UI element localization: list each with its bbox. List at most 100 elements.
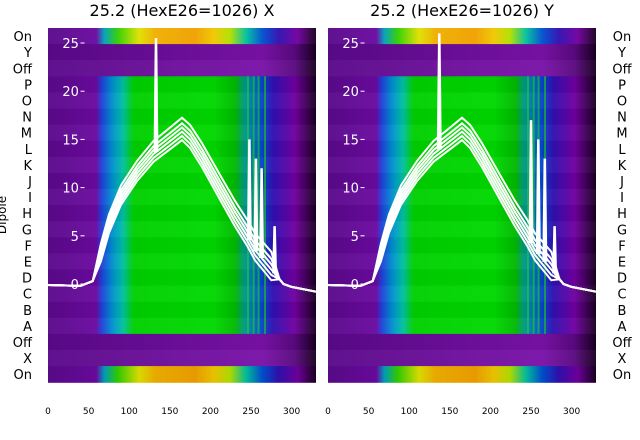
heatmap-row-shade (328, 205, 596, 222)
overlay-spike (552, 226, 558, 274)
heatmap-row-shade (328, 350, 596, 367)
row-label: L (618, 143, 626, 158)
row-label: O (617, 94, 627, 109)
heatmap-streak (532, 76, 535, 334)
row-label: N (22, 111, 32, 126)
row-label: K (23, 159, 32, 174)
overlay-y-tick-label: 15 (62, 133, 79, 148)
heatmap-row (48, 60, 316, 77)
heatmap-row (328, 28, 596, 45)
x-tick-label: 50 (363, 407, 375, 417)
heatmap-row (48, 317, 316, 335)
heatmap-row-shade (328, 366, 596, 383)
heatmap-row-shade (48, 189, 316, 206)
x-tick-label: 100 (401, 407, 418, 417)
row-label: Off (612, 336, 632, 351)
heatmap-row (328, 140, 596, 158)
heatmap-row-shade (328, 141, 596, 158)
overlay-y-tick-label: 5 (351, 230, 359, 245)
overlay-spike (253, 158, 259, 252)
overlay-spike (535, 139, 541, 255)
row-label: H (22, 207, 32, 222)
overlay-y-tick-label: 10 (342, 182, 359, 197)
row-label: On (613, 368, 631, 383)
overlay-spike (528, 120, 534, 244)
overlay-spike (436, 33, 442, 150)
overlay-y-tick-label: 10 (62, 182, 79, 197)
heatmap-row (328, 92, 596, 110)
row-label: E (24, 255, 32, 270)
row-label: A (23, 320, 32, 335)
x-tick-label: 300 (283, 407, 300, 417)
heatmap-row (48, 269, 316, 287)
heatmap-row-shade (328, 286, 596, 303)
x-tick-label: 0 (45, 407, 51, 417)
row-label: B (618, 304, 627, 319)
heatmap-row-shade (48, 286, 316, 303)
chart-title: 25.2 (HexE26=1026) X (90, 1, 275, 20)
row-label: I (28, 191, 32, 206)
heatmap-streak (526, 76, 529, 334)
row-label: K (618, 159, 627, 174)
heatmap-row-shade (328, 302, 596, 319)
row-label: On (14, 368, 32, 383)
row-label: L (25, 143, 33, 158)
row-label: X (618, 352, 627, 367)
heatmap-row-shade (48, 205, 316, 222)
heatmap-streak (264, 76, 267, 334)
heatmap-row (328, 44, 596, 61)
x-tick-label: 150 (161, 407, 178, 417)
row-label: N (617, 111, 627, 126)
x-tick-label: 200 (202, 407, 219, 417)
row-label: C (617, 288, 626, 303)
heatmap-row (48, 366, 316, 383)
heatmap-row-shade (48, 173, 316, 190)
heatmap-streak (257, 76, 260, 334)
heatmap-row (48, 28, 316, 45)
heatmap-row (48, 253, 316, 271)
heatmap-row (48, 76, 316, 93)
row-label: J (619, 175, 624, 190)
heatmap-row (328, 333, 596, 351)
heatmap-row (328, 156, 596, 174)
row-label: A (618, 320, 627, 335)
x-tick-label: 300 (563, 407, 580, 417)
heatmap-row (328, 317, 596, 335)
row-label: Off (13, 62, 33, 77)
heatmap-streak (252, 76, 255, 334)
heatmap-row (48, 44, 316, 61)
heatmap-row-shade (328, 334, 596, 351)
x-tick-label: 100 (121, 407, 138, 417)
heatmap-row-shade (48, 350, 316, 367)
heatmap-row (48, 285, 316, 303)
overlay-y-tick-label: 25 (342, 37, 359, 52)
heatmap-row-shade (48, 76, 316, 93)
heatmap-row (328, 366, 596, 383)
row-label: O (22, 94, 32, 109)
row-label: Off (13, 336, 33, 351)
x-tick-label: 0 (325, 407, 331, 417)
heatmap-row-shade (48, 92, 316, 109)
heatmap-row (328, 285, 596, 303)
heatmap-row-shade (48, 28, 316, 45)
overlay-y-tick-label: 20 (62, 85, 79, 100)
row-label: M (616, 127, 627, 142)
heatmap-row-shade (48, 44, 316, 61)
heatmap-row-shade (328, 318, 596, 335)
overlay-spike (246, 139, 252, 241)
row-label: Y (617, 46, 626, 61)
row-label: On (14, 30, 32, 45)
row-label: G (617, 223, 627, 238)
row-label: G (22, 223, 32, 238)
row-label: J (27, 175, 32, 190)
heatmap-row (328, 76, 596, 93)
heatmap-row (48, 350, 316, 367)
row-label: C (23, 288, 32, 303)
overlay-spike (272, 226, 278, 274)
row-label: F (25, 239, 32, 254)
row-label: Y (23, 46, 32, 61)
row-label: B (23, 304, 32, 319)
x-tick-label: 50 (83, 407, 95, 417)
